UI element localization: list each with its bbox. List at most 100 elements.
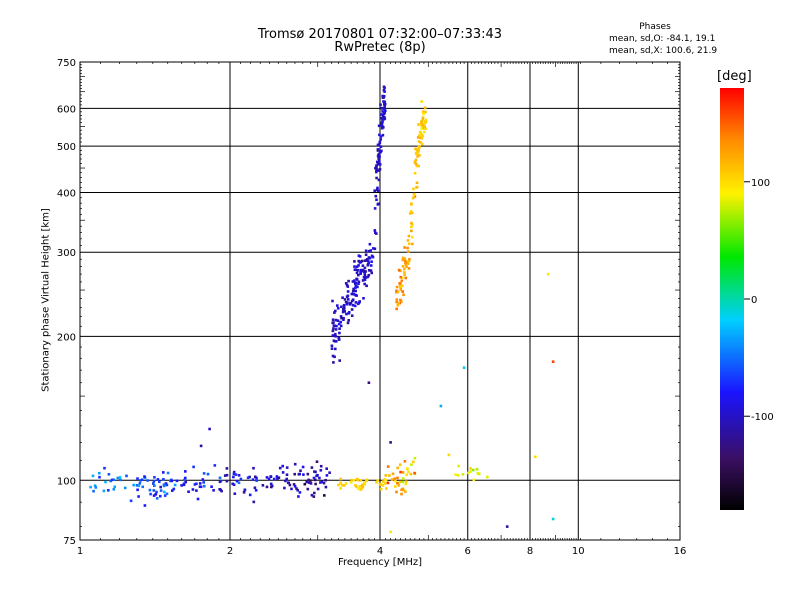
series-1-point <box>334 328 338 331</box>
series-1-point <box>354 286 357 290</box>
series-1-point <box>318 476 321 480</box>
series-2-point <box>418 144 421 148</box>
series-1-point <box>377 202 380 206</box>
series-1-point <box>381 120 384 124</box>
series-1-point <box>159 489 163 492</box>
series-1-point <box>356 268 360 272</box>
series-1-point <box>347 298 350 301</box>
series-1-point <box>382 126 385 129</box>
series-1-point <box>339 315 343 318</box>
series-1-point <box>225 467 229 470</box>
series-1-point <box>198 482 202 485</box>
series-1-point <box>269 475 273 478</box>
series-2-point <box>400 300 403 303</box>
series-2-point <box>399 275 403 279</box>
series-1-point <box>159 485 162 489</box>
series-2-point <box>424 121 427 124</box>
series-1-point <box>363 259 367 262</box>
series-2-point <box>405 265 408 268</box>
series-1-point <box>342 309 345 312</box>
series-2-point <box>407 234 411 238</box>
series-2-point <box>462 366 466 369</box>
series-1-point <box>343 298 347 301</box>
series-1-point <box>378 140 382 144</box>
series-2-point <box>421 117 425 120</box>
series-2-point <box>420 133 423 136</box>
series-1-point <box>350 292 354 296</box>
series-2-point <box>417 140 421 143</box>
colorbar-tick-label: 0 <box>751 295 757 306</box>
series-2-point <box>379 487 383 491</box>
series-1-point <box>375 198 378 202</box>
series-2-point <box>386 465 390 468</box>
series-1-point <box>364 270 367 273</box>
series-2-point <box>421 134 424 138</box>
series-1-point <box>293 485 297 488</box>
series-1-point <box>165 492 169 496</box>
series-2-point <box>404 262 407 265</box>
series-1-point <box>347 312 351 315</box>
series-2-point <box>407 470 410 474</box>
series-1-point <box>163 490 166 494</box>
series-1-point <box>363 266 367 270</box>
series-1-point <box>261 484 265 487</box>
series-2-point <box>358 485 362 488</box>
series-1-point <box>237 481 241 485</box>
series-1-point <box>383 102 386 106</box>
series-1-point <box>382 100 385 103</box>
series-1-point <box>339 320 342 324</box>
series-2-point <box>412 187 415 191</box>
series-1-point <box>377 161 380 165</box>
series-1-point <box>166 471 170 475</box>
series-1-point <box>367 273 371 277</box>
series-2-point <box>417 150 420 153</box>
series-1-point <box>333 355 336 359</box>
series-2-point <box>359 488 362 491</box>
series-1-point <box>243 488 247 492</box>
series-2-point <box>405 473 408 476</box>
series-1-point <box>375 170 378 174</box>
series-1-point <box>306 487 310 491</box>
series-1-point <box>137 495 140 498</box>
series-1-point <box>367 250 371 253</box>
series-1-point <box>314 478 317 482</box>
series-1-point <box>380 106 384 110</box>
series-1-point <box>376 189 380 192</box>
series-2-point <box>457 464 460 468</box>
series-1-point <box>319 481 322 484</box>
series-1-point <box>335 340 338 343</box>
series-1-point <box>376 186 379 190</box>
series-1-point <box>375 176 378 180</box>
series-1-point <box>376 143 380 147</box>
series-2-point <box>352 479 356 482</box>
series-2-point <box>384 474 388 477</box>
series-2-point <box>399 288 403 291</box>
series-1-point <box>184 476 187 480</box>
series-1-point <box>332 327 335 330</box>
series-2-point <box>423 125 426 128</box>
series-2-point <box>486 475 489 479</box>
series-1-point <box>232 483 236 486</box>
series-2-point <box>390 478 394 481</box>
series-1-point <box>119 478 122 482</box>
series-1-point <box>293 462 297 466</box>
series-2-point <box>401 471 405 474</box>
chart-subtitle: RwPretec (8p) <box>334 40 426 55</box>
series-1-point <box>334 309 337 313</box>
series-2-point <box>410 221 413 225</box>
series-1-point <box>361 269 364 272</box>
series-2-point <box>337 483 340 487</box>
series-1-point <box>363 272 366 275</box>
series-1-point <box>344 282 348 285</box>
series-1-point <box>309 479 312 482</box>
series-2-point <box>418 154 421 157</box>
series-2-point <box>403 246 406 249</box>
plot-frame <box>79 61 681 541</box>
series-2-point <box>413 471 416 475</box>
series-1-point <box>162 471 165 474</box>
series-1-point <box>363 282 366 286</box>
series-1-point <box>343 307 346 310</box>
series-2-point <box>418 136 422 139</box>
series-2-point <box>409 472 413 476</box>
series-1-point <box>292 483 296 486</box>
